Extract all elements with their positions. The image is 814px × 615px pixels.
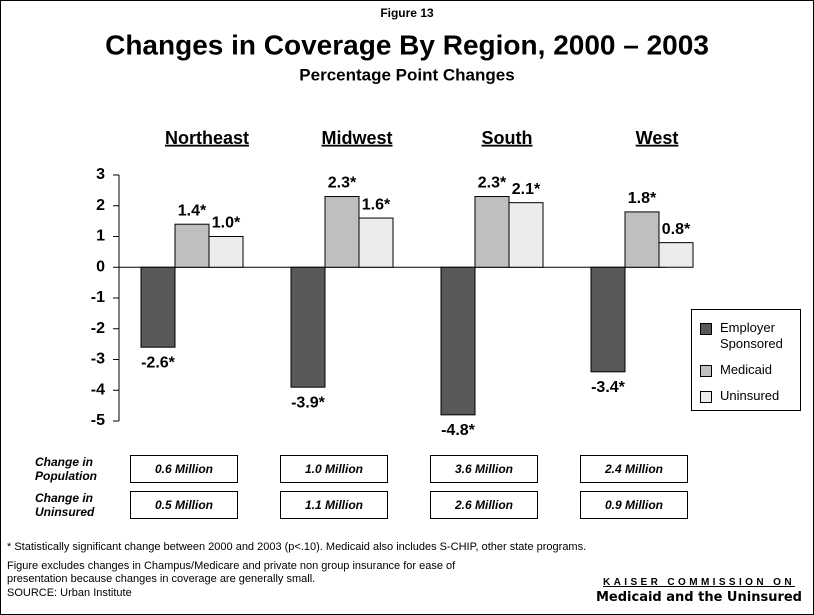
legend: Employer Sponsored Medicaid Uninsured xyxy=(691,309,801,411)
legend-label: Uninsured xyxy=(720,388,780,403)
value-label: 2.1* xyxy=(512,181,541,198)
y-tick-label: -3 xyxy=(91,351,105,368)
table-cell: 0.6 Million xyxy=(130,455,238,483)
figure-label: Figure 13 xyxy=(380,6,434,20)
table-cell: 2.6 Million xyxy=(430,491,538,519)
legend-label: Medicaid xyxy=(720,362,773,377)
value-label: 1.6* xyxy=(362,196,391,213)
bar xyxy=(658,242,694,268)
row-label: Change in Population xyxy=(35,455,97,483)
y-tick-label: 1 xyxy=(96,228,105,245)
bar xyxy=(324,196,360,268)
table-cell: 2.4 Million xyxy=(580,455,688,483)
footnote: * Statistically significant change betwe… xyxy=(7,541,587,553)
source: SOURCE: Urban Institute xyxy=(7,587,132,599)
y-tick-label: 0 xyxy=(96,258,105,275)
y-tick-label: -1 xyxy=(91,289,105,306)
bar xyxy=(508,202,544,268)
region-label: West xyxy=(636,128,679,148)
logo-line1: KAISER COMMISSION ON xyxy=(603,577,795,588)
value-label: 1.4* xyxy=(178,202,207,219)
legend-item: Uninsured xyxy=(700,388,800,404)
row-label: Change in Uninsured xyxy=(35,491,95,519)
value-label: 2.3* xyxy=(328,175,357,192)
bar xyxy=(140,266,176,348)
table-cell: 1.1 Million xyxy=(280,491,388,519)
value-label: 1.0* xyxy=(212,215,241,232)
legend-label: Employer Sponsored xyxy=(720,320,783,351)
footnote: Figure excludes changes in Champus/Medic… xyxy=(7,560,456,585)
bar xyxy=(290,266,326,388)
value-label: 0.8* xyxy=(662,221,691,238)
bar xyxy=(474,196,510,268)
value-label: -3.4* xyxy=(591,379,626,396)
bar xyxy=(440,266,476,416)
legend-swatch xyxy=(700,323,712,335)
value-label: 1.8* xyxy=(628,190,657,207)
bar xyxy=(174,223,210,268)
legend-item: Employer Sponsored xyxy=(700,320,800,352)
bar xyxy=(624,211,660,268)
value-label: -2.6* xyxy=(141,354,176,371)
y-tick-label: 3 xyxy=(96,166,105,183)
value-label: 2.3* xyxy=(478,175,507,192)
chart-subtitle: Percentage Point Changes xyxy=(299,65,514,84)
value-label: -4.8* xyxy=(441,422,476,439)
region-label: Northeast xyxy=(165,128,249,148)
bar xyxy=(208,236,244,268)
y-tick-label: 2 xyxy=(96,197,105,214)
logo-line2: Medicaid and the Uninsured xyxy=(595,590,802,605)
value-label: -3.9* xyxy=(291,394,326,411)
table-cell: 0.9 Million xyxy=(580,491,688,519)
bar xyxy=(590,266,626,373)
legend-swatch xyxy=(700,391,712,403)
region-label: South xyxy=(482,128,533,148)
y-tick-label: -5 xyxy=(91,412,105,429)
y-tick-label: -2 xyxy=(91,320,105,337)
legend-swatch xyxy=(700,365,712,377)
region-label: Midwest xyxy=(321,128,392,148)
table-cell: 1.0 Million xyxy=(280,455,388,483)
table-cell: 0.5 Million xyxy=(130,491,238,519)
table-cell: 3.6 Million xyxy=(430,455,538,483)
bar xyxy=(358,217,394,268)
chart-title: Changes in Coverage By Region, 2000 – 20… xyxy=(105,29,709,60)
legend-item: Medicaid xyxy=(700,362,800,378)
y-tick-label: -4 xyxy=(91,381,105,398)
